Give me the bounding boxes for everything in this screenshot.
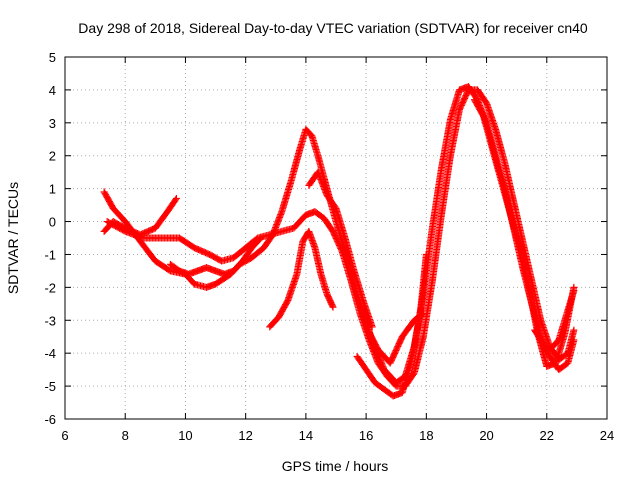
- data-point: [256, 235, 264, 243]
- data-point: [368, 323, 376, 331]
- series-track-7: [362, 310, 427, 367]
- data-point: [570, 326, 578, 334]
- data-point: [418, 311, 426, 319]
- data-point: [172, 196, 180, 204]
- data-point: [328, 302, 336, 310]
- data-point: [419, 310, 427, 318]
- y-tick-label: 4: [49, 83, 56, 98]
- chart-title: Day 298 of 2018, Sidereal Day-to-day VTE…: [78, 20, 588, 36]
- data-points: [100, 83, 578, 400]
- y-tick-label: 1: [49, 182, 56, 197]
- data-point: [570, 287, 578, 295]
- y-tick-label: 5: [49, 50, 56, 65]
- x-tick-label: 10: [178, 428, 192, 443]
- y-tick-label: 0: [49, 215, 56, 230]
- y-tick-label: -3: [44, 313, 56, 328]
- y-tick-label: -1: [44, 247, 56, 262]
- data-point: [329, 303, 337, 311]
- series-track-8: [305, 168, 376, 331]
- y-tick-label: -6: [44, 412, 56, 427]
- data-point: [422, 250, 430, 258]
- x-tick-label: 12: [238, 428, 252, 443]
- data-point: [257, 234, 265, 242]
- x-tick-label: 8: [122, 428, 129, 443]
- y-tick-label: -5: [44, 379, 56, 394]
- y-tick-label: -4: [44, 346, 56, 361]
- series-track-3: [103, 86, 578, 390]
- series-track-4: [166, 234, 265, 278]
- x-tick-label: 14: [299, 428, 313, 443]
- x-tick-label: 20: [479, 428, 493, 443]
- series-track-5: [266, 227, 337, 331]
- x-axis-label: GPS time / hours: [282, 458, 389, 474]
- plot-frame: [64, 56, 608, 420]
- x-tick-label: 6: [61, 428, 68, 443]
- y-tick-label: 3: [49, 116, 56, 131]
- data-point: [172, 195, 180, 203]
- y-axis-label: SDTVAR / TECUs: [5, 182, 21, 294]
- x-tick-label: 18: [419, 428, 433, 443]
- x-tick-label: 22: [540, 428, 554, 443]
- y-tick-label: 2: [49, 149, 56, 164]
- y-tick-label: -2: [44, 280, 56, 295]
- x-tick-label: 16: [359, 428, 373, 443]
- x-tick-label: 24: [600, 428, 614, 443]
- series-track-10: [531, 287, 578, 354]
